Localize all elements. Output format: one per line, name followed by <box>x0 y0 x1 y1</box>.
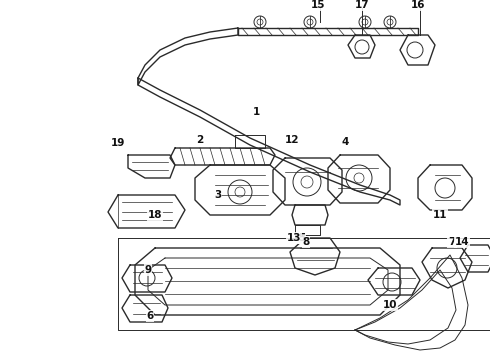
Text: 15: 15 <box>311 0 325 10</box>
Text: 14: 14 <box>455 237 469 247</box>
Text: 12: 12 <box>285 135 299 145</box>
Text: 10: 10 <box>383 300 397 310</box>
Text: 5: 5 <box>298 233 306 243</box>
Text: 17: 17 <box>355 0 369 10</box>
Text: 8: 8 <box>302 237 310 247</box>
Text: 2: 2 <box>196 135 204 145</box>
Text: 1: 1 <box>252 107 260 117</box>
Text: 4: 4 <box>342 137 349 147</box>
Text: 18: 18 <box>148 210 162 220</box>
Text: 7: 7 <box>448 237 456 247</box>
Text: 11: 11 <box>433 210 447 220</box>
Text: 3: 3 <box>215 190 221 200</box>
Text: 13: 13 <box>287 233 301 243</box>
Text: 6: 6 <box>147 311 154 321</box>
Text: 16: 16 <box>411 0 425 10</box>
Text: 19: 19 <box>111 138 125 148</box>
Text: 9: 9 <box>145 265 151 275</box>
